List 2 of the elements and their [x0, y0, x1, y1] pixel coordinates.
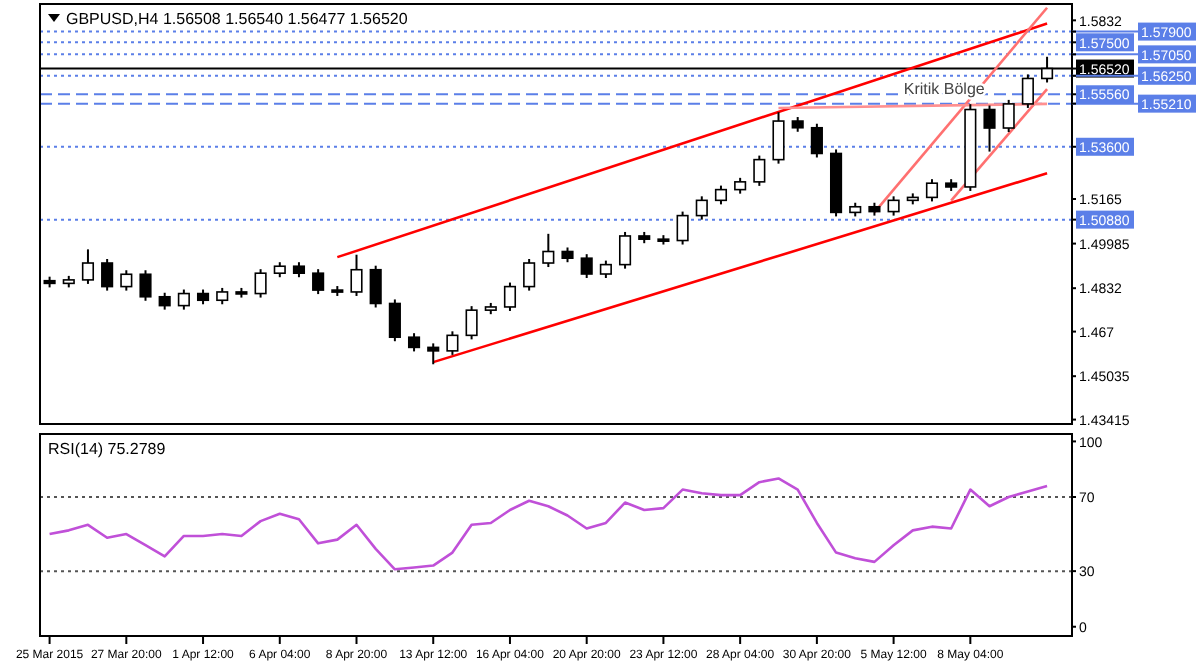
chart-title: GBPUSD,H4 1.56508 1.56540 1.56477 1.56520: [66, 10, 409, 28]
chart-title: RSI(14) 75.2789: [48, 440, 167, 458]
